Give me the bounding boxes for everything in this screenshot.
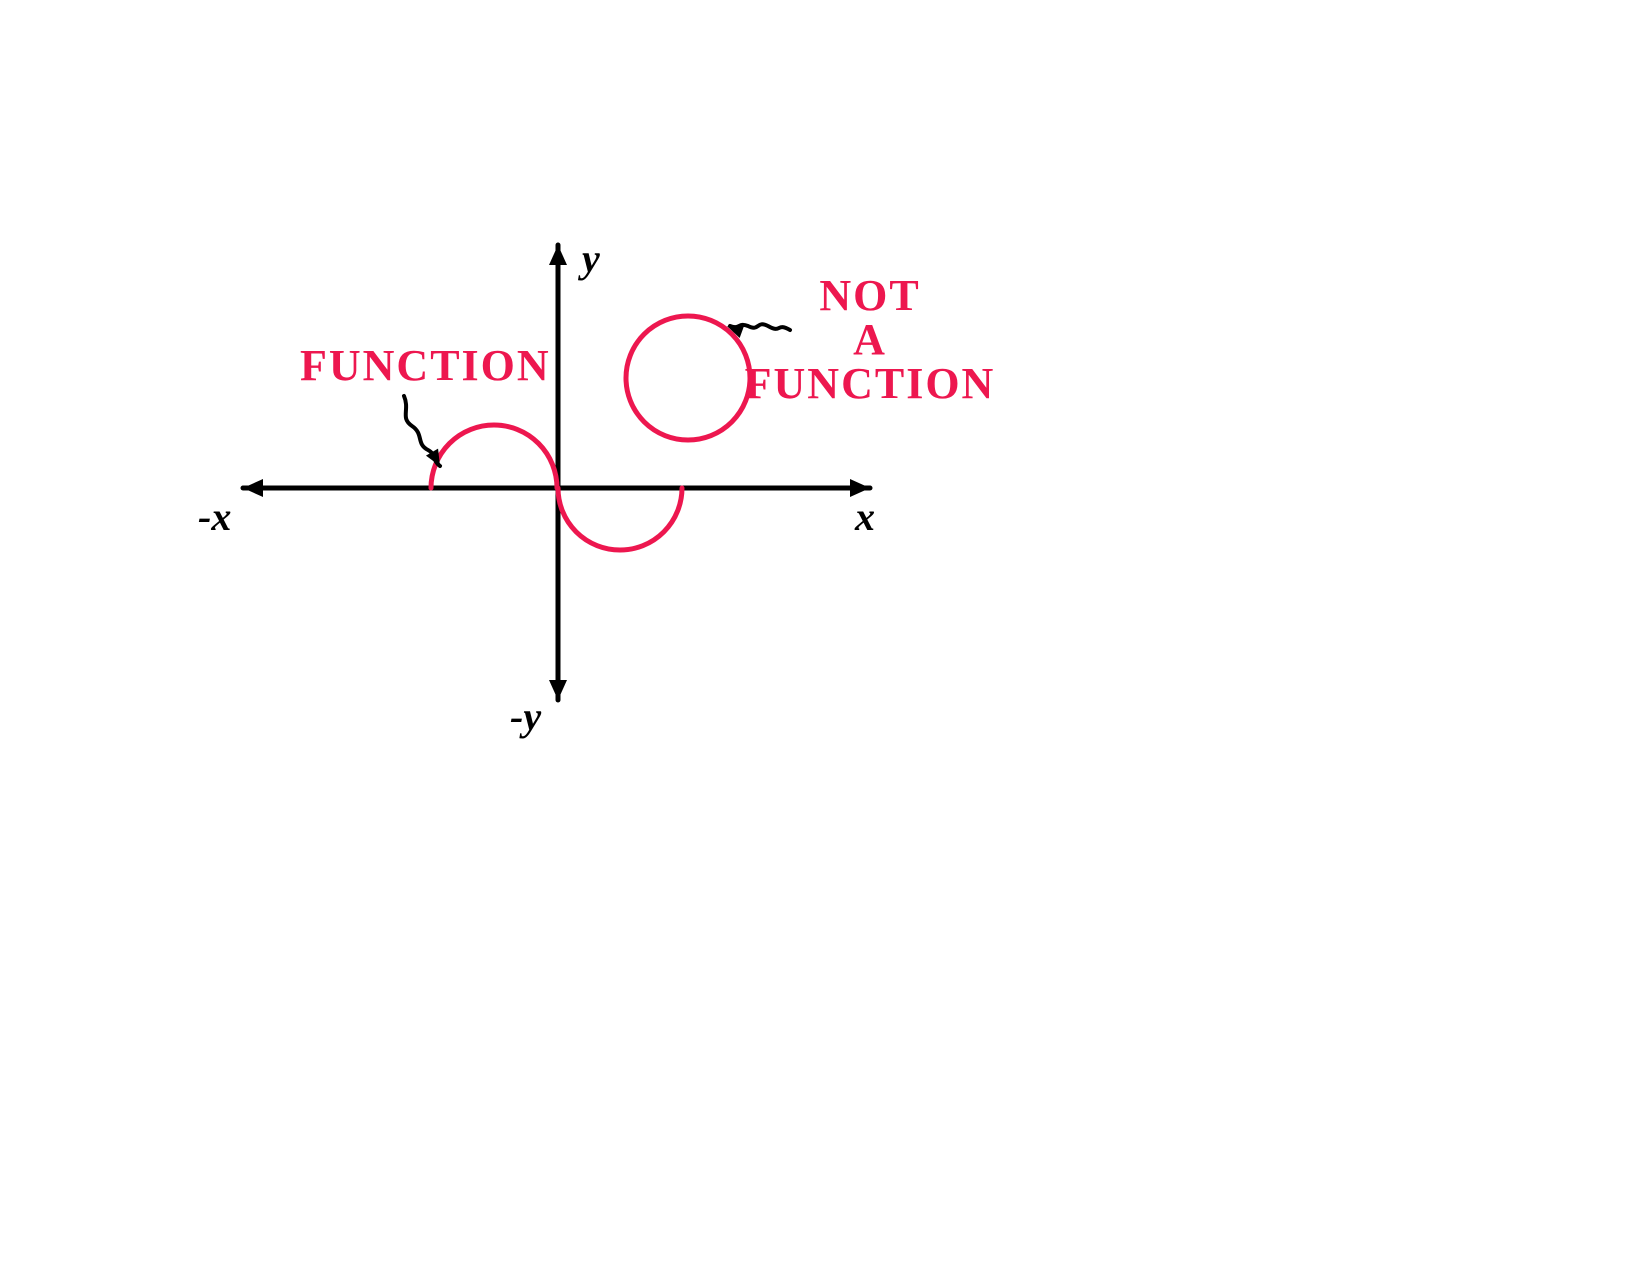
not-function-circle <box>626 316 750 440</box>
axes: x -x y -y <box>198 236 875 739</box>
annotations: FUNCTION NOTAFUNCTION <box>300 271 995 408</box>
axis-label-pos_x: x <box>854 494 875 539</box>
axis-label-pos_y: y <box>578 236 600 281</box>
axis-label-neg_x: -x <box>198 494 231 539</box>
axis-label-neg_y: -y <box>510 694 541 739</box>
label-function: FUNCTION <box>300 341 551 390</box>
function-curve-left <box>431 425 557 488</box>
label-not-a-function: NOTAFUNCTION <box>745 271 996 408</box>
function-curve-right <box>558 488 682 550</box>
